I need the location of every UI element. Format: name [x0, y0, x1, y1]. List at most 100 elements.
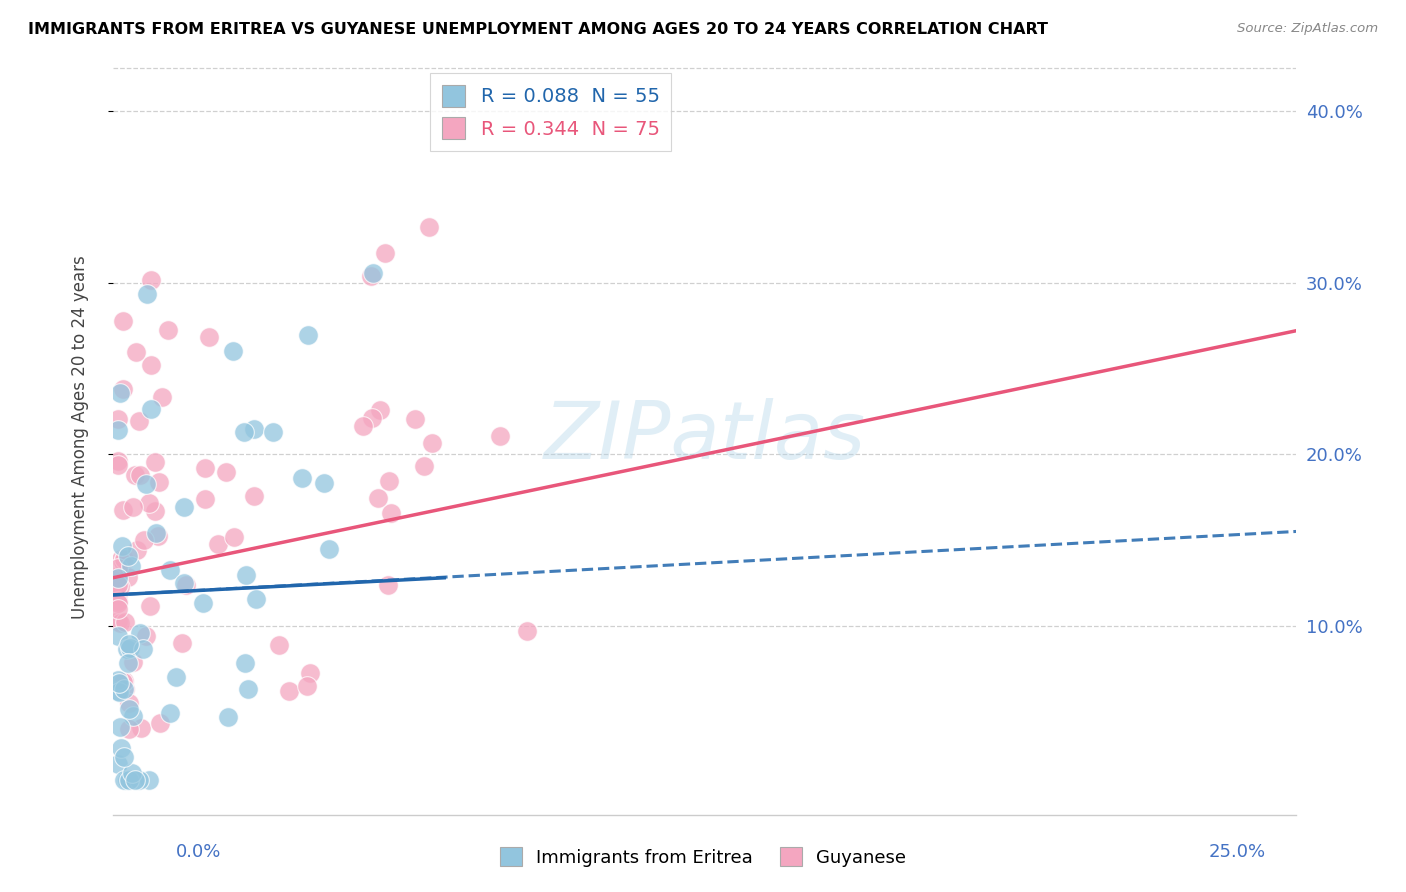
- Point: [159, 563, 181, 577]
- Point: [107, 596, 129, 610]
- Point: [236, 681, 259, 696]
- Point: [107, 614, 129, 628]
- Point: [150, 390, 173, 404]
- Point: [107, 561, 129, 575]
- Point: [404, 411, 426, 425]
- Text: IMMIGRANTS FROM ERITREA VS GUYANESE UNEMPLOYMENT AMONG AGES 20 TO 24 YEARS CORRE: IMMIGRANTS FROM ERITREA VS GUYANESE UNEM…: [28, 22, 1047, 37]
- Point: [207, 536, 229, 550]
- Point: [194, 461, 217, 475]
- Point: [114, 681, 136, 696]
- Point: [135, 477, 157, 491]
- Point: [156, 323, 179, 337]
- Point: [489, 429, 512, 443]
- Point: [107, 458, 129, 472]
- Point: [224, 530, 246, 544]
- Point: [138, 773, 160, 788]
- Point: [115, 773, 138, 788]
- Point: [112, 383, 135, 397]
- Point: [367, 491, 389, 505]
- Point: [173, 576, 195, 591]
- Point: [108, 580, 131, 594]
- Point: [132, 533, 155, 547]
- Point: [112, 503, 135, 517]
- Point: [312, 475, 335, 490]
- Point: [198, 330, 221, 344]
- Point: [318, 542, 340, 557]
- Point: [374, 246, 396, 260]
- Point: [118, 637, 141, 651]
- Point: [124, 773, 146, 788]
- Legend: Immigrants from Eritrea, Guyanese: Immigrants from Eritrea, Guyanese: [492, 840, 914, 874]
- Point: [145, 526, 167, 541]
- Point: [107, 676, 129, 690]
- Point: [139, 599, 162, 613]
- Point: [194, 492, 217, 507]
- Point: [117, 657, 139, 671]
- Point: [361, 411, 384, 425]
- Point: [138, 496, 160, 510]
- Point: [233, 425, 256, 439]
- Point: [108, 684, 131, 698]
- Y-axis label: Unemployment Among Ages 20 to 24 years: Unemployment Among Ages 20 to 24 years: [72, 255, 89, 619]
- Point: [117, 570, 139, 584]
- Point: [291, 471, 314, 485]
- Point: [173, 500, 195, 514]
- Point: [418, 219, 440, 234]
- Legend: R = 0.088  N = 55, R = 0.344  N = 75: R = 0.088 N = 55, R = 0.344 N = 75: [430, 73, 671, 151]
- Point: [143, 455, 166, 469]
- Point: [120, 640, 142, 655]
- Point: [128, 414, 150, 428]
- Point: [165, 670, 187, 684]
- Point: [107, 423, 129, 437]
- Point: [111, 314, 134, 328]
- Point: [118, 696, 141, 710]
- Point: [118, 773, 141, 788]
- Point: [111, 539, 134, 553]
- Text: 25.0%: 25.0%: [1208, 843, 1265, 861]
- Point: [121, 656, 143, 670]
- Point: [112, 750, 135, 764]
- Point: [112, 673, 135, 688]
- Point: [110, 386, 132, 401]
- Point: [413, 459, 436, 474]
- Point: [107, 578, 129, 592]
- Point: [112, 773, 135, 788]
- Point: [297, 328, 319, 343]
- Point: [193, 596, 215, 610]
- Point: [222, 344, 245, 359]
- Point: [217, 710, 239, 724]
- Point: [128, 773, 150, 788]
- Point: [377, 578, 399, 592]
- Point: [112, 555, 135, 569]
- Point: [107, 601, 129, 615]
- Point: [159, 706, 181, 721]
- Point: [233, 656, 256, 670]
- Point: [125, 345, 148, 359]
- Point: [132, 641, 155, 656]
- Point: [368, 403, 391, 417]
- Point: [107, 571, 129, 585]
- Point: [243, 422, 266, 436]
- Text: ZIPatlas: ZIPatlas: [544, 398, 866, 476]
- Point: [420, 436, 443, 450]
- Point: [120, 558, 142, 573]
- Point: [124, 468, 146, 483]
- Point: [295, 680, 318, 694]
- Point: [516, 624, 538, 638]
- Point: [262, 425, 284, 439]
- Point: [107, 454, 129, 468]
- Point: [107, 569, 129, 583]
- Point: [110, 551, 132, 566]
- Point: [139, 272, 162, 286]
- Point: [139, 359, 162, 373]
- Point: [118, 722, 141, 736]
- Point: [148, 475, 170, 489]
- Point: [125, 542, 148, 557]
- Point: [107, 629, 129, 643]
- Point: [141, 402, 163, 417]
- Text: Source: ZipAtlas.com: Source: ZipAtlas.com: [1237, 22, 1378, 36]
- Point: [170, 636, 193, 650]
- Point: [110, 616, 132, 631]
- Point: [149, 716, 172, 731]
- Point: [112, 552, 135, 566]
